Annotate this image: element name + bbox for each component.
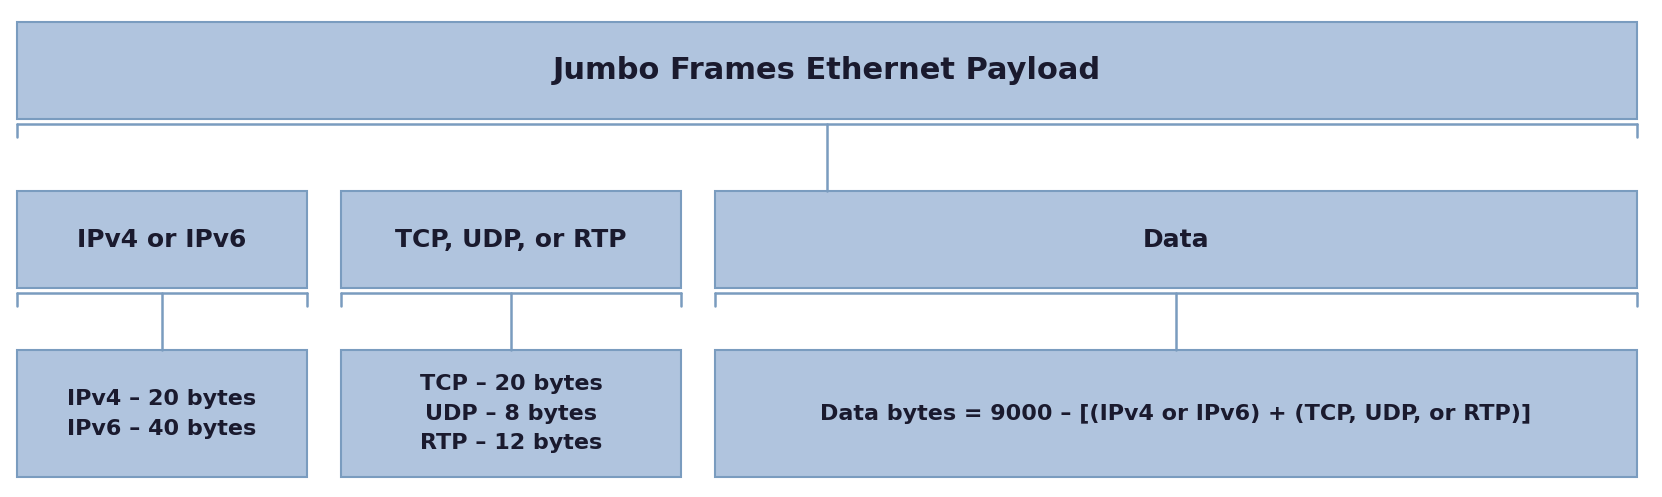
Text: IPv4 or IPv6: IPv4 or IPv6 [78,228,246,252]
Text: Jumbo Frames Ethernet Payload: Jumbo Frames Ethernet Payload [553,56,1100,85]
Text: IPv4 – 20 bytes
IPv6 – 40 bytes: IPv4 – 20 bytes IPv6 – 40 bytes [68,389,256,438]
FancyBboxPatch shape [341,350,681,477]
FancyBboxPatch shape [17,350,307,477]
FancyBboxPatch shape [341,191,681,288]
Text: Data bytes = 9000 – [(IPv4 or IPv6) + (TCP, UDP, or RTP)]: Data bytes = 9000 – [(IPv4 or IPv6) + (T… [821,404,1531,424]
FancyBboxPatch shape [17,191,307,288]
Text: Data: Data [1142,228,1210,252]
FancyBboxPatch shape [715,350,1637,477]
FancyBboxPatch shape [715,191,1637,288]
Text: TCP, UDP, or RTP: TCP, UDP, or RTP [396,228,627,252]
FancyBboxPatch shape [17,22,1637,119]
Text: TCP – 20 bytes
UDP – 8 bytes
RTP – 12 bytes: TCP – 20 bytes UDP – 8 bytes RTP – 12 by… [420,374,602,453]
